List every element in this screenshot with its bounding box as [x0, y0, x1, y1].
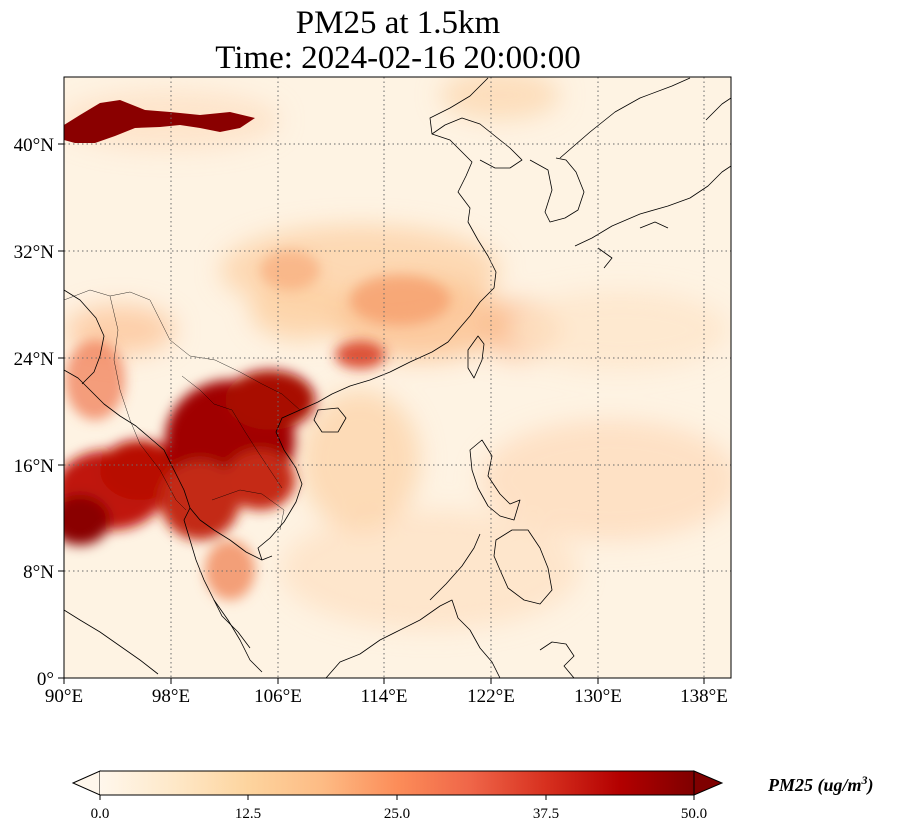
y-tick-label: 16°N — [14, 456, 55, 477]
pm25-field — [64, 77, 731, 678]
colorbar-tick-label: 0.0 — [91, 806, 110, 822]
y-tick-label: 8°N — [23, 562, 54, 583]
coastline-korea — [529, 157, 585, 223]
y-tick-label: 0° — [37, 669, 54, 690]
colorbar-label-close: ) — [867, 775, 874, 795]
y-tick-labels: 0° 8°N 16°N 24°N 32°N 40°N — [14, 135, 55, 690]
border-laos — [181, 375, 283, 489]
colorbar-label-main: PM25 (ug/m — [768, 775, 862, 795]
colorbar-tick-label: 25.0 — [384, 806, 410, 822]
y-tick-label: 40°N — [14, 135, 55, 156]
coastline-russia — [559, 77, 691, 159]
coastline-bay-bengal-east — [64, 289, 105, 385]
colorbar-tick-label: 12.5 — [235, 806, 261, 822]
colorbar: 0.0 12.5 25.0 37.5 50.0 — [71, 770, 724, 822]
x-tick-label: 98°E — [152, 686, 190, 707]
coastline-japan — [574, 97, 731, 269]
x-tick-labels: 90°E 98°E 106°E 114°E 122°E 130°E 138°E — [45, 686, 728, 707]
gridlines — [64, 77, 731, 678]
x-tick-label: 114°E — [361, 686, 408, 707]
x-tick-label: 138°E — [680, 686, 728, 707]
y-tick-label: 32°N — [14, 242, 55, 263]
y-tick-label: 24°N — [14, 349, 55, 370]
coastline-malay-peninsula-east — [213, 599, 251, 649]
coastline-vietnam — [257, 401, 319, 561]
coastline-hainan — [313, 407, 347, 433]
colorbar-tick-label: 50.0 — [681, 806, 707, 822]
coastline-gulf-thailand — [183, 507, 263, 673]
colorbar-label-exponent: 3 — [861, 773, 868, 787]
map-frame — [63, 76, 732, 679]
pm25-hotspots — [64, 250, 450, 600]
chart-title-line2: Time: 2024-02-16 20:00:00 — [215, 40, 581, 76]
coastline-china-east — [317, 77, 497, 403]
colorbar-extend-min — [71, 770, 101, 796]
coastline-bohai — [431, 117, 523, 169]
colorbar-extend-max — [693, 770, 724, 796]
coastline-visayas-mindanao — [493, 529, 553, 605]
colorbar-gradient — [100, 771, 694, 795]
coastline-borneo — [325, 599, 501, 678]
x-tick-label: 106°E — [254, 686, 302, 707]
border-myanmar — [109, 295, 187, 511]
border-cambodia — [211, 489, 285, 531]
chart-title-line1: PM25 at 1.5km — [295, 5, 501, 41]
coastline-luzon — [469, 439, 521, 521]
coastline-andaman — [64, 369, 191, 509]
borders — [64, 289, 301, 531]
tick-marks — [58, 143, 705, 684]
x-tick-label: 130°E — [574, 686, 622, 707]
coastline-sulawesi — [539, 641, 575, 678]
coastline-taiwan — [467, 335, 485, 379]
coastlines — [64, 77, 731, 678]
coastline-palawan — [429, 533, 481, 601]
coastline-sumatra — [64, 609, 159, 675]
pm25-plume-north — [64, 100, 255, 143]
x-tick-label: 90°E — [45, 686, 83, 707]
x-tick-label: 122°E — [467, 686, 515, 707]
colorbar-tick-label: 37.5 — [533, 806, 559, 822]
colorbar-label: PM25 (ug/m3) — [768, 773, 874, 796]
